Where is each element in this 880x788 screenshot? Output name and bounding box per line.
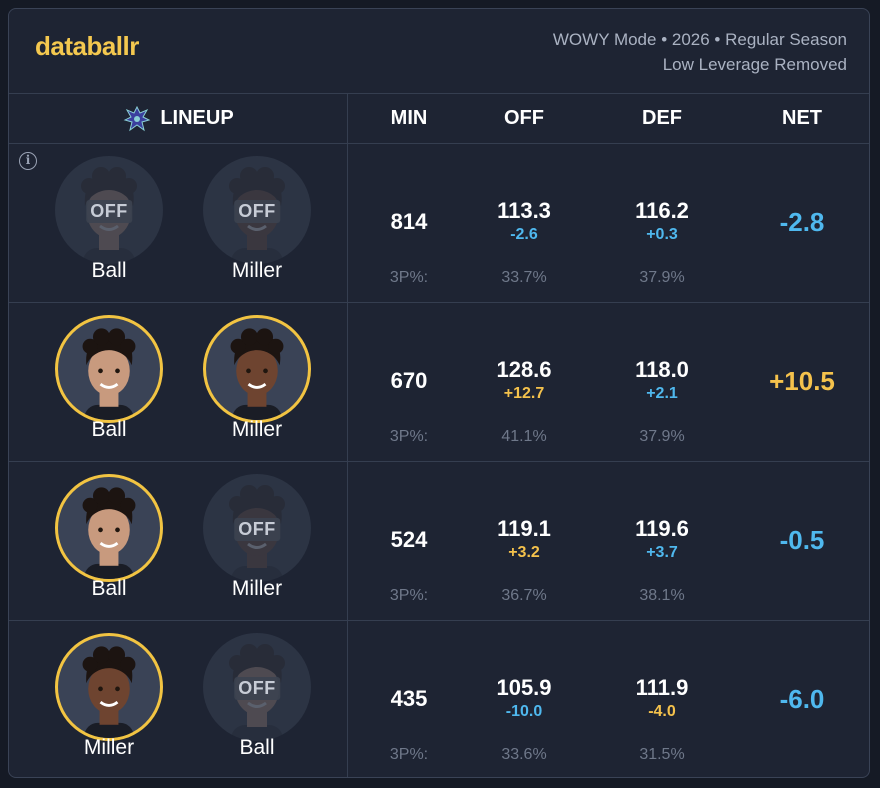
def-delta: +3.7 [646, 544, 678, 561]
player-name: Ball [239, 736, 275, 759]
avatar [203, 315, 311, 423]
avatar [55, 474, 163, 582]
wowy-card: databallr WOWY Mode • 2026 • Regular Sea… [8, 8, 870, 778]
player-name: Ball [91, 577, 127, 600]
def-3p-pct: 31.5% [639, 746, 685, 763]
avatar [55, 633, 163, 741]
def-3p-pct: 37.9% [639, 428, 685, 445]
off-3p-pct: 41.1% [501, 428, 547, 445]
net-rating: +10.5 [769, 366, 835, 396]
lineup-header-label: LINEUP [160, 107, 234, 129]
off-delta: +3.2 [508, 544, 540, 561]
lineup-divider [347, 94, 348, 777]
player-name: Miller [83, 736, 135, 759]
player-name: Miller [231, 577, 283, 600]
def-3p-pct: 37.9% [639, 269, 685, 286]
off-rating-cell: 105.9 -10.0 [471, 675, 577, 721]
player-slot[interactable]: Ball [49, 303, 169, 461]
avatar [55, 315, 163, 423]
def-header[interactable]: DEF [642, 107, 682, 129]
off-3p-pct: 33.7% [501, 269, 547, 286]
player-slot[interactable]: Miller [49, 621, 169, 777]
def-rating-cell: 116.2 +0.3 [577, 198, 747, 244]
def-rating: 116.2 [635, 198, 689, 223]
avatar: OFF [203, 633, 311, 741]
player-name: Ball [91, 259, 127, 282]
off-court-badge: OFF [234, 677, 280, 700]
off-court-badge: OFF [86, 200, 132, 223]
lineup-row[interactable]: Miller OFF Ball 435 3P%: 105.9 -10.0 33.6% 111.9… [9, 621, 869, 777]
off-court-badge: OFF [234, 200, 280, 223]
lineup-row[interactable]: i OFF Ball OFF Miller 814 3P%: 113.3 -2.6 33.7% 11… [9, 144, 869, 303]
net-rating: -6.0 [779, 684, 825, 714]
pct-label: 3P%: [389, 269, 429, 286]
lineup-header[interactable]: LINEUP [9, 94, 347, 143]
def-rating: 119.6 [635, 516, 689, 541]
def-rating-cell: 119.6 +3.7 [577, 516, 747, 562]
lineup-row[interactable]: Ball Miller 670 3P%: 128.6 +12.7 41.1% 118.0 +2.… [9, 303, 869, 462]
player-name: Miller [231, 418, 283, 441]
def-delta: -4.0 [648, 703, 676, 720]
player-slot[interactable]: OFF Ball [49, 144, 169, 302]
pct-label: 3P%: [389, 587, 429, 604]
card-header: databallr WOWY Mode • 2026 • Regular Sea… [9, 9, 869, 94]
minutes-value: 435 [390, 686, 428, 711]
def-rating-cell: 111.9 -4.0 [577, 675, 747, 721]
off-rating: 113.3 [497, 198, 551, 223]
def-rating-cell: 118.0 +2.1 [577, 357, 747, 403]
min-header[interactable]: MIN [390, 107, 428, 129]
off-rating: 119.1 [497, 516, 551, 541]
column-header-row: LINEUP MIN OFF DEF NET [9, 94, 869, 144]
def-rating: 111.9 [635, 675, 689, 700]
off-3p-pct: 36.7% [501, 587, 547, 604]
off-rating: 105.9 [496, 675, 552, 700]
player-headshot-icon [230, 328, 284, 420]
player-headshot-icon [82, 328, 136, 420]
off-header[interactable]: OFF [504, 107, 544, 129]
brand-logo[interactable]: databallr [35, 31, 139, 61]
net-rating: -2.8 [779, 207, 825, 237]
info-icon[interactable]: i [19, 152, 37, 170]
mode-line: WOWY Mode • 2026 • Regular Season [552, 30, 847, 49]
def-delta: +2.1 [646, 385, 678, 402]
lineup-row[interactable]: Ball OFF Miller 524 3P%: 119.1 +3.2 36.7% 119.6 +… [9, 462, 869, 621]
player-slot[interactable]: Miller [197, 303, 317, 461]
player-slot[interactable]: Ball [49, 462, 169, 620]
minutes-value: 670 [390, 368, 428, 393]
off-delta: +12.7 [503, 385, 545, 402]
off-rating-cell: 113.3 -2.6 [471, 198, 577, 244]
off-rating-cell: 119.1 +3.2 [471, 516, 577, 562]
off-rating-cell: 128.6 +12.7 [471, 357, 577, 403]
off-delta: -10.0 [505, 703, 543, 720]
minutes-value: 524 [390, 527, 428, 552]
player-name: Miller [231, 259, 283, 282]
avatar: OFF [203, 156, 311, 264]
net-header[interactable]: NET [782, 107, 822, 129]
hornets-logo-icon [123, 105, 151, 131]
off-delta: -2.6 [510, 226, 538, 243]
player-headshot-icon [82, 487, 136, 579]
def-delta: +0.3 [646, 226, 678, 243]
pct-label: 3P%: [389, 428, 429, 445]
minutes-value: 814 [390, 209, 428, 234]
off-court-badge: OFF [234, 518, 280, 541]
player-slot[interactable]: OFF Miller [197, 144, 317, 302]
player-name: Ball [91, 418, 127, 441]
player-slot[interactable]: OFF Miller [197, 462, 317, 620]
leverage-line: Low Leverage Removed [662, 55, 847, 74]
avatar: OFF [55, 156, 163, 264]
off-3p-pct: 33.6% [501, 746, 547, 763]
net-rating: -0.5 [779, 525, 825, 555]
def-rating: 118.0 [635, 357, 689, 382]
off-rating: 128.6 [496, 357, 552, 382]
def-3p-pct: 38.1% [639, 587, 685, 604]
avatar: OFF [203, 474, 311, 582]
player-headshot-icon [82, 646, 136, 738]
pct-label: 3P%: [389, 746, 429, 763]
player-slot[interactable]: OFF Ball [197, 621, 317, 777]
mode-info: WOWY Mode • 2026 • Regular Season Low Le… [553, 27, 847, 77]
